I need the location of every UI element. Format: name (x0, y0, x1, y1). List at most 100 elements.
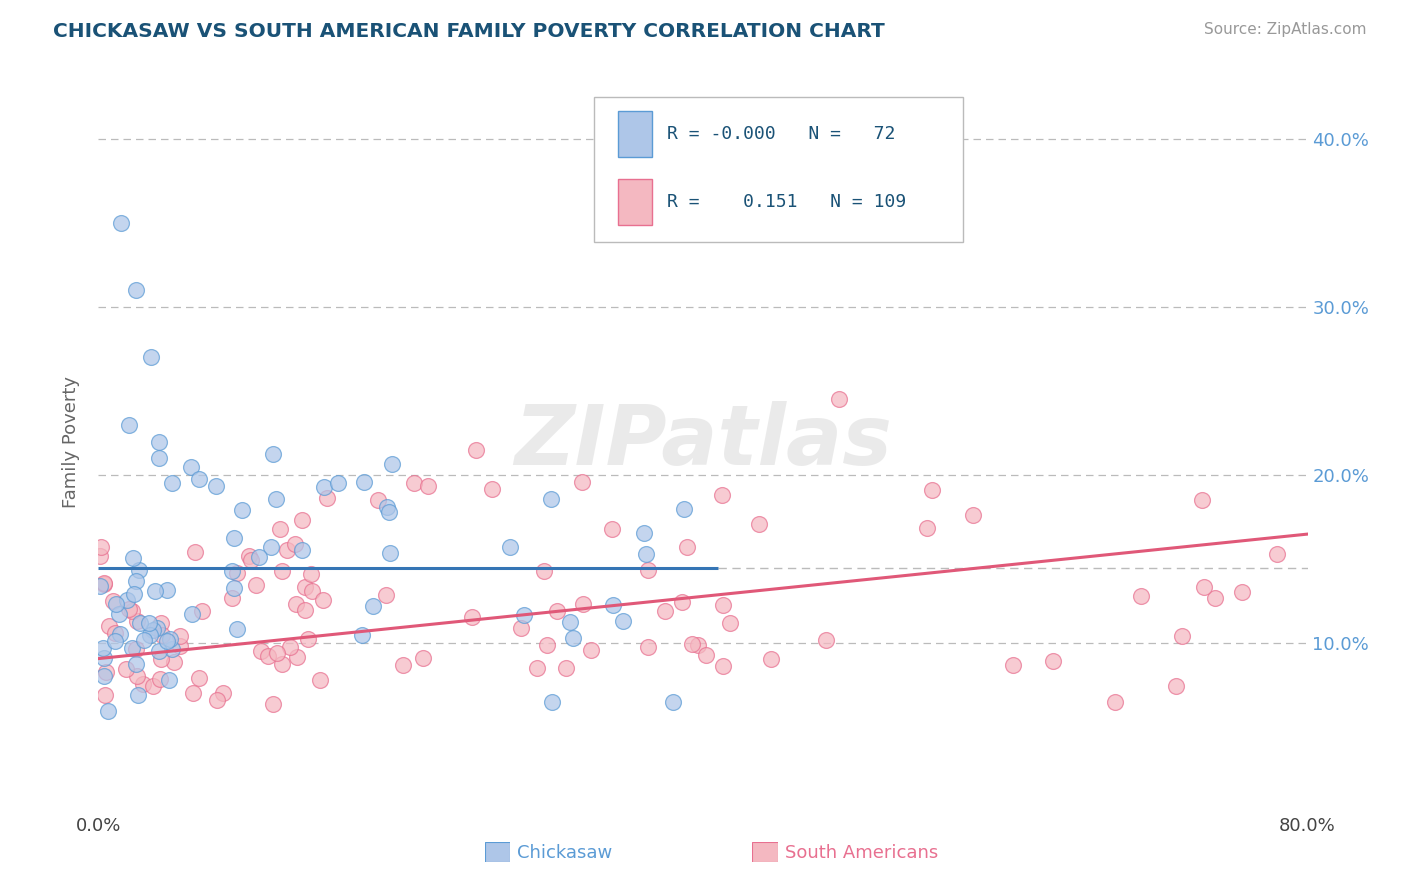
Point (540, 492, 562, 507)
Point (121, 603, 143, 617)
Point (269, 523, 291, 537)
Point (247, 550, 270, 565)
Point (1001, 657, 1024, 672)
Point (367, 493, 389, 508)
Point (250, 644, 273, 658)
Point (561, 631, 583, 645)
Point (661, 695, 683, 709)
Point (361, 599, 384, 613)
Point (270, 657, 292, 672)
Point (93, 577, 115, 591)
Point (294, 580, 316, 594)
Point (239, 553, 262, 567)
Point (94, 688, 117, 702)
FancyBboxPatch shape (595, 97, 963, 242)
Point (555, 660, 578, 674)
Point (1164, 679, 1187, 693)
Point (108, 626, 131, 640)
Point (181, 607, 204, 621)
Point (191, 604, 214, 618)
Point (1265, 547, 1288, 561)
Point (602, 598, 624, 612)
Text: Source: ZipAtlas.com: Source: ZipAtlas.com (1204, 22, 1367, 37)
Point (122, 586, 145, 600)
Point (654, 604, 676, 618)
Point (104, 626, 127, 640)
Point (308, 673, 330, 688)
Point (128, 615, 150, 630)
Y-axis label: Family Poverty: Family Poverty (62, 376, 80, 508)
Point (377, 500, 399, 515)
Point (571, 475, 593, 489)
Text: Chickasaw: Chickasaw (517, 844, 613, 862)
Point (681, 637, 703, 651)
Point (270, 565, 292, 579)
Point (676, 540, 699, 554)
Point (375, 588, 398, 602)
Point (97, 704, 120, 718)
Point (633, 525, 655, 540)
Point (284, 537, 307, 551)
Point (581, 643, 603, 657)
Point (222, 581, 245, 595)
Point (1130, 589, 1153, 603)
Point (162, 656, 184, 670)
Point (381, 458, 404, 472)
Point (180, 459, 202, 474)
Point (127, 688, 149, 702)
Point (1042, 654, 1064, 668)
Point (291, 513, 314, 527)
Point (285, 650, 308, 665)
Point (128, 563, 150, 577)
Point (142, 624, 165, 638)
Point (125, 669, 148, 683)
Point (695, 648, 717, 662)
Point (89, 579, 111, 593)
Point (465, 442, 488, 457)
Point (266, 491, 288, 506)
Point (132, 677, 155, 691)
Point (121, 551, 143, 566)
Point (536, 638, 558, 652)
Point (93, 575, 115, 590)
Point (160, 475, 183, 490)
Point (187, 472, 209, 486)
Point (266, 646, 288, 660)
Point (148, 451, 170, 466)
Text: ZIPatlas: ZIPatlas (515, 401, 891, 482)
Point (637, 640, 659, 654)
Point (125, 283, 148, 297)
Point (571, 597, 593, 611)
Point (711, 659, 734, 673)
Point (93, 669, 115, 683)
Text: R =    0.151   N = 109: R = 0.151 N = 109 (666, 193, 905, 211)
Point (412, 651, 434, 665)
Point (416, 478, 439, 492)
Point (146, 621, 169, 635)
Point (142, 679, 165, 693)
Point (149, 616, 172, 631)
Point (328, 475, 350, 490)
Point (93, 651, 115, 665)
Point (114, 662, 136, 676)
Text: R = -0.000   N =   72: R = -0.000 N = 72 (666, 125, 896, 143)
Point (245, 578, 267, 592)
Point (461, 610, 484, 624)
Point (103, 634, 125, 648)
Point (260, 541, 283, 555)
Point (139, 627, 162, 641)
Point (510, 621, 533, 635)
Point (118, 417, 141, 432)
Point (513, 607, 536, 622)
Point (125, 574, 148, 589)
Point (1171, 629, 1194, 643)
Point (294, 603, 316, 617)
Point (546, 604, 568, 618)
Point (207, 693, 229, 707)
Point (149, 672, 172, 686)
Point (634, 547, 657, 561)
Point (184, 544, 207, 558)
Point (143, 584, 166, 599)
Point (169, 629, 191, 643)
Point (312, 593, 335, 607)
